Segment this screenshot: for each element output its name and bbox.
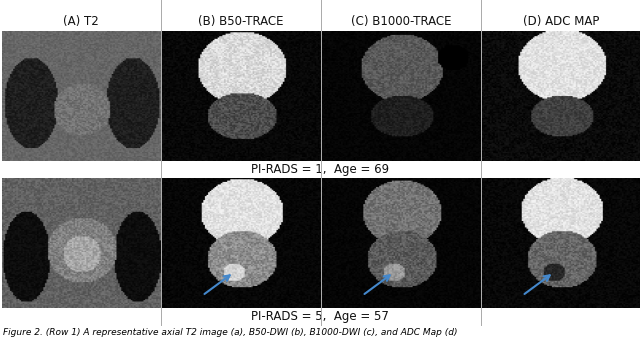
Text: Figure 2. (Row 1) A representative axial T2 image (a), B50-DWI (b), B1000-DWI (c: Figure 2. (Row 1) A representative axial… [3,328,458,337]
Text: (C) B1000-TRACE: (C) B1000-TRACE [351,16,451,29]
Text: (B) B50-TRACE: (B) B50-TRACE [198,16,284,29]
Text: (A) T2: (A) T2 [63,16,99,29]
Text: PI-RADS = 5,  Age = 57: PI-RADS = 5, Age = 57 [251,310,389,323]
Text: (D) ADC MAP: (D) ADC MAP [523,16,599,29]
Text: PI-RADS = 1,  Age = 69: PI-RADS = 1, Age = 69 [251,163,389,176]
